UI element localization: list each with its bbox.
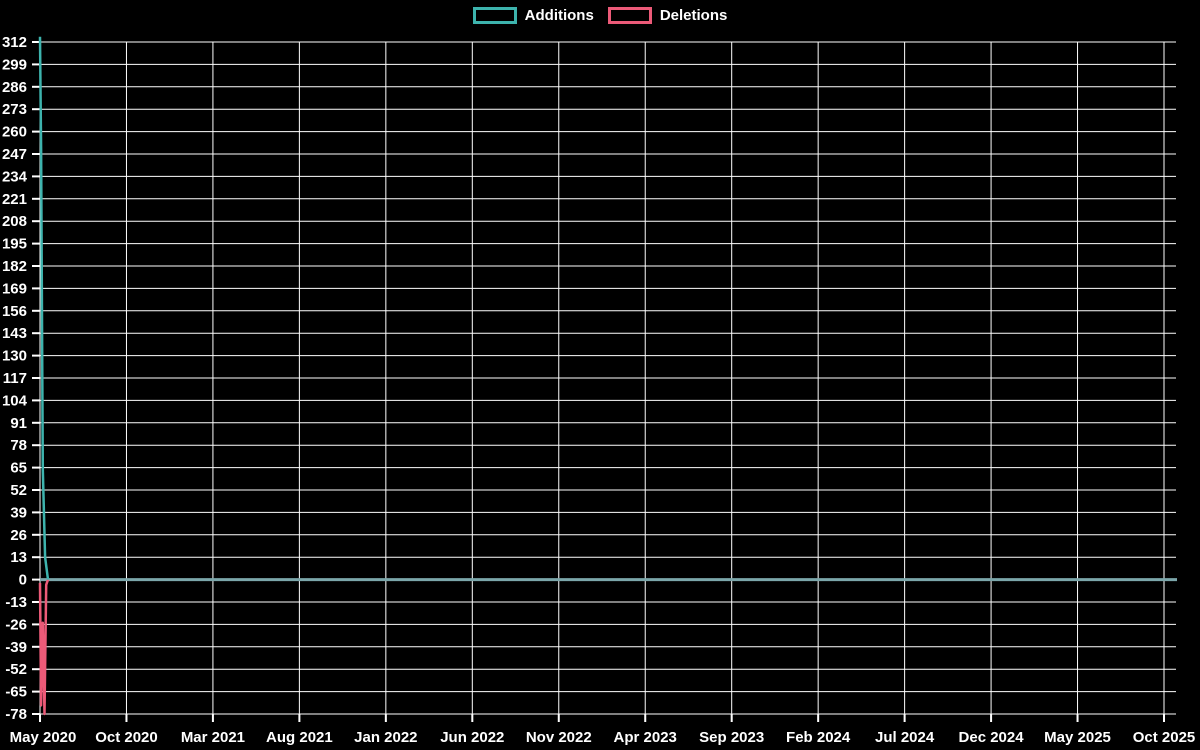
y-tick-label: 273 [2, 101, 27, 118]
y-tick-label: 234 [2, 168, 28, 185]
y-tick-label: -26 [5, 616, 27, 633]
y-tick-label: 26 [10, 527, 27, 544]
y-tick-label: 65 [10, 460, 27, 477]
y-tick-label: 247 [2, 146, 27, 163]
additions-swatch-icon [472, 7, 517, 24]
legend-item-additions[interactable]: Additions [472, 7, 594, 24]
y-tick-label: 195 [2, 236, 27, 253]
y-tick-label: 208 [2, 213, 27, 230]
y-tick-label: 104 [2, 392, 28, 409]
legend-label-additions: Additions [524, 7, 594, 24]
x-tick-label: Jan 2022 [354, 729, 417, 746]
y-tick-label: 130 [2, 348, 27, 365]
deletions-swatch-icon [607, 7, 652, 24]
legend-item-deletions[interactable]: Deletions [607, 7, 728, 24]
y-tick-label: 286 [2, 79, 27, 96]
y-tick-label: 169 [2, 280, 27, 297]
x-tick-label: Oct 2020 [95, 729, 158, 746]
x-tick-label: May 2025 [1044, 729, 1111, 746]
x-tick-label: Mar 2021 [181, 729, 245, 746]
y-tick-label: 182 [2, 258, 27, 275]
y-tick-label: 91 [10, 415, 27, 432]
y-tick-label: 143 [2, 325, 27, 342]
legend-label-deletions: Deletions [659, 7, 728, 24]
deletions-series-line [38, 579, 50, 716]
y-tick-label: -39 [5, 639, 27, 656]
x-tick-label: Apr 2023 [614, 729, 677, 746]
x-tick-label: May 2020 [10, 729, 77, 746]
y-tick-label: 78 [10, 437, 27, 454]
y-tick-label: 52 [10, 482, 27, 499]
y-tick-label: 117 [3, 370, 27, 387]
y-tick-label: -78 [5, 706, 27, 723]
y-tick-label: -13 [5, 594, 27, 611]
y-tick-label: 156 [2, 303, 27, 320]
y-tick-label: -65 [5, 684, 27, 701]
x-tick-label: Aug 2021 [266, 729, 333, 746]
x-tick-label: Jun 2022 [440, 729, 504, 746]
y-tick-label: 39 [10, 504, 27, 521]
additions-series-line [38, 36, 50, 580]
y-tick-label: 221 [2, 191, 27, 208]
y-tick-label: 13 [10, 549, 27, 566]
y-tick-label: -52 [5, 661, 27, 678]
y-tick-label: 260 [2, 124, 27, 141]
x-tick-label: Sep 2023 [699, 729, 764, 746]
y-tick-label: 312 [2, 34, 27, 51]
y-tick-label: 299 [2, 56, 27, 73]
x-tick-label: Feb 2024 [786, 729, 851, 746]
x-tick-label: Jul 2024 [875, 729, 935, 746]
chart-legend: Additions Deletions [0, 7, 1200, 24]
x-tick-label: Dec 2024 [959, 729, 1025, 746]
x-tick-label: Nov 2022 [526, 729, 592, 746]
y-tick-label: 0 [19, 572, 27, 589]
x-tick-label: Oct 2025 [1133, 729, 1196, 746]
